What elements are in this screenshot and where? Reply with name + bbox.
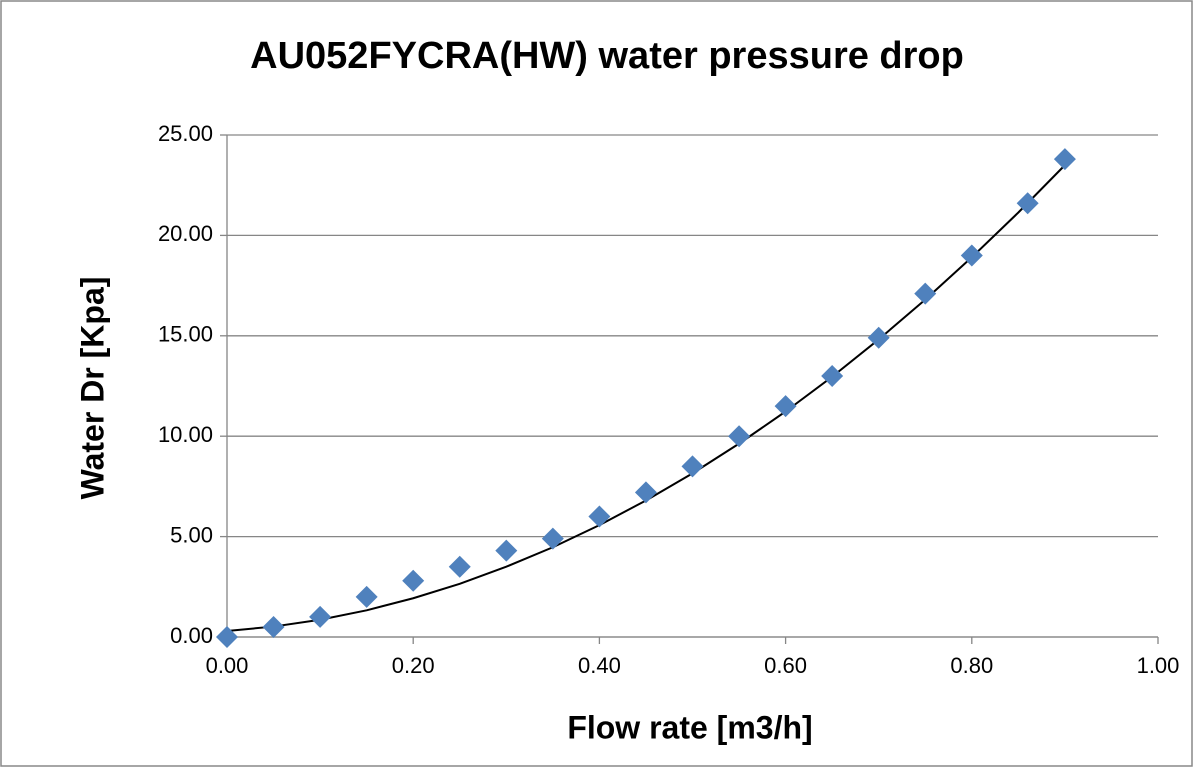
data-point	[821, 364, 844, 387]
y-axis-label: Water Dr [Kpa]	[74, 277, 110, 500]
data-point	[309, 605, 332, 628]
x-tick-label: 0.60	[764, 653, 807, 678]
data-point	[681, 455, 704, 478]
data-point	[960, 244, 983, 267]
x-tick-label: 1.00	[1137, 653, 1180, 678]
chart-title: AU052FYCRA(HW) water pressure drop	[250, 35, 964, 77]
y-tick-label: 25.00	[158, 121, 213, 146]
x-tick-label: 0.00	[206, 653, 249, 678]
data-point	[588, 505, 611, 528]
data-point	[541, 527, 564, 550]
data-point	[216, 626, 238, 648]
y-tick-label: 5.00	[170, 522, 213, 547]
y-tick-label: 15.00	[158, 322, 213, 347]
data-point	[448, 555, 471, 578]
y-tick-label: 0.00	[170, 623, 213, 648]
x-tick-label: 0.80	[950, 653, 993, 678]
x-tick-label: 0.20	[392, 653, 435, 678]
data-point	[774, 395, 797, 418]
data-point	[867, 326, 890, 349]
y-tick-label: 20.00	[158, 221, 213, 246]
data-point	[402, 569, 425, 592]
data-point	[262, 615, 285, 638]
data-point	[355, 585, 378, 608]
data-point	[495, 539, 518, 562]
data-point	[1016, 192, 1039, 215]
data-point	[1053, 148, 1076, 171]
x-tick-label: 0.40	[578, 653, 621, 678]
data-point	[728, 425, 751, 448]
x-axis-label: Flow rate [m3/h]	[567, 709, 812, 745]
y-tick-label: 10.00	[158, 422, 213, 447]
data-point	[914, 282, 937, 305]
data-point	[634, 481, 657, 504]
